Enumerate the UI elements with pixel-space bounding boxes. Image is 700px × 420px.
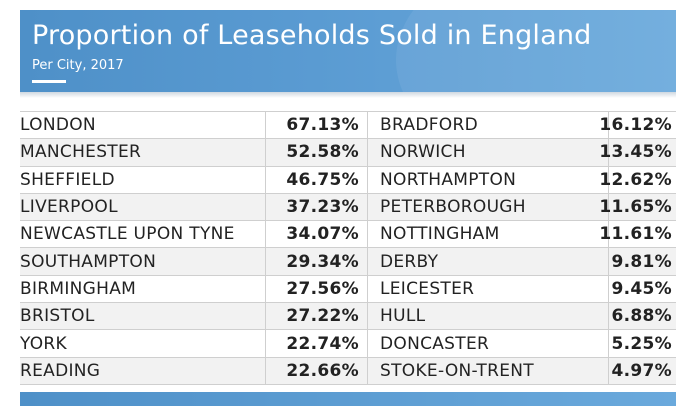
city-name: SOUTHAMPTON bbox=[20, 251, 157, 272]
city-name: PETERBOROUGH bbox=[380, 197, 526, 218]
city-name: BRISTOL bbox=[20, 306, 95, 327]
city-name: READING bbox=[20, 360, 101, 381]
city-name: DONCASTER bbox=[380, 333, 490, 354]
footer-bar bbox=[20, 392, 676, 406]
city-value: 9.45% bbox=[608, 275, 676, 303]
city-value: 16.12% bbox=[599, 112, 676, 139]
city-value: 4.97% bbox=[608, 357, 676, 384]
city-value: 27.56% bbox=[265, 275, 368, 303]
city-value: 22.66% bbox=[265, 357, 368, 384]
table-row: LONDON 67.13% BRADFORD 16.12% bbox=[20, 112, 676, 140]
city-value: 37.23% bbox=[265, 193, 368, 221]
city-name: DERBY bbox=[380, 251, 439, 272]
city-value: 52.58% bbox=[265, 139, 368, 166]
city-value: 67.13% bbox=[265, 112, 368, 139]
city-name: STOKE-ON-TRENT bbox=[380, 360, 534, 381]
table-row: LIVERPOOL 37.23% PETERBOROUGH 11.65% bbox=[20, 193, 676, 222]
header-banner: Proportion of Leaseholds Sold in England… bbox=[20, 10, 676, 92]
table-row: BRISTOL 27.22% HULL 6.88% bbox=[20, 303, 676, 331]
city-value: 5.25% bbox=[608, 330, 676, 357]
city-name: HULL bbox=[380, 306, 426, 327]
table-row: READING 22.66% STOKE-ON-TRENT 4.97% bbox=[20, 357, 676, 385]
city-name: LEICESTER bbox=[380, 278, 475, 299]
chart-title: Proportion of Leaseholds Sold in England bbox=[32, 20, 592, 51]
city-value: 11.65% bbox=[599, 193, 676, 221]
city-name: BRADFORD bbox=[380, 115, 478, 136]
table-row: MANCHESTER 52.58% NORWICH 13.45% bbox=[20, 139, 676, 167]
leasehold-table: LONDON 67.13% BRADFORD 16.12% MANCHESTER 52.5… bbox=[20, 111, 676, 385]
city-value: 29.34% bbox=[265, 248, 368, 275]
table-row: NEWCASTLE UPON TYNE 34.07% NOTTINGHAM 11.61… bbox=[20, 221, 676, 249]
city-name: YORK bbox=[20, 333, 67, 354]
city-value: 34.07% bbox=[265, 221, 368, 248]
city-value: 13.45% bbox=[599, 139, 676, 166]
city-name: NORWICH bbox=[380, 142, 466, 163]
table-row: BIRMINGHAM 27.56% LEICESTER 9.45% bbox=[20, 275, 676, 304]
title-underline bbox=[32, 80, 66, 83]
city-value: 27.22% bbox=[265, 303, 368, 330]
city-name: NEWCASTLE UPON TYNE bbox=[20, 224, 235, 245]
city-value: 12.62% bbox=[599, 166, 676, 193]
city-value: 22.74% bbox=[265, 330, 368, 357]
city-value: 46.75% bbox=[265, 166, 368, 193]
city-value: 11.61% bbox=[599, 221, 676, 248]
city-name: BIRMINGHAM bbox=[20, 278, 137, 299]
city-value: 9.81% bbox=[608, 248, 676, 275]
table-row: SHEFFIELD 46.75% NORTHAMPTON 12.62% bbox=[20, 166, 676, 194]
city-name: LIVERPOOL bbox=[20, 197, 118, 218]
header-shadow bbox=[20, 92, 676, 98]
city-name: NORTHAMPTON bbox=[380, 169, 517, 190]
city-name: MANCHESTER bbox=[20, 142, 142, 163]
city-value: 6.88% bbox=[608, 303, 676, 330]
table-row: YORK 22.74% DONCASTER 5.25% bbox=[20, 330, 676, 358]
city-name: SHEFFIELD bbox=[20, 169, 115, 190]
table-row: SOUTHAMPTON 29.34% DERBY 9.81% bbox=[20, 248, 676, 276]
city-name: LONDON bbox=[20, 115, 96, 136]
city-name: NOTTINGHAM bbox=[380, 224, 500, 245]
chart-subtitle: Per City, 2017 bbox=[32, 58, 124, 73]
